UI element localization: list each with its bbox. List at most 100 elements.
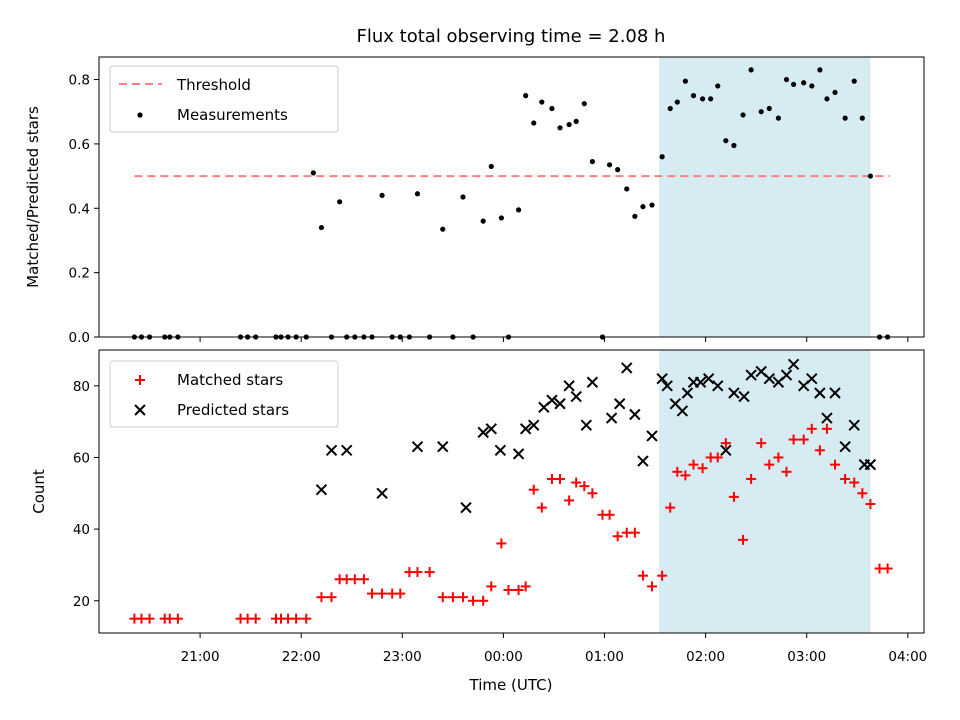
matched-point bbox=[366, 588, 377, 599]
legend-predicted-label: Predicted stars bbox=[177, 401, 289, 419]
predicted-point bbox=[728, 387, 740, 399]
measurement-point bbox=[674, 99, 680, 105]
matched-point bbox=[637, 570, 648, 581]
predicted-point bbox=[763, 372, 776, 385]
predicted-point bbox=[546, 394, 558, 406]
count-axes-frame bbox=[98, 349, 925, 634]
measurement-point bbox=[337, 199, 343, 205]
predicted-point bbox=[477, 426, 489, 439]
predicted-point bbox=[829, 387, 841, 399]
ratio-panel: 0.00.20.40.60.8 Matched/Predicted stars … bbox=[24, 56, 925, 346]
legend-measurements-label: Measurements bbox=[177, 106, 288, 124]
matched-point bbox=[291, 613, 302, 624]
measurement-point bbox=[723, 138, 729, 144]
measurement-point bbox=[659, 154, 665, 160]
measurement-point bbox=[690, 93, 697, 99]
predicted-point bbox=[814, 387, 826, 399]
predicted-point bbox=[848, 419, 860, 431]
matched-point bbox=[349, 574, 360, 585]
measurement-point bbox=[624, 186, 630, 192]
matched-point bbox=[571, 477, 582, 488]
matched-point bbox=[496, 538, 507, 549]
predicted-point bbox=[460, 501, 472, 514]
count-y-axis-label: Count bbox=[30, 469, 48, 514]
measurement-point bbox=[523, 93, 529, 99]
matched-point bbox=[840, 473, 851, 484]
matched-point bbox=[326, 592, 337, 603]
matched-point bbox=[647, 581, 658, 592]
ratio-legend-box bbox=[109, 65, 339, 133]
matched-point bbox=[781, 466, 792, 477]
measurement-point bbox=[498, 215, 504, 221]
matched-point bbox=[821, 423, 832, 434]
count-x-tick-label: 03:00 bbox=[787, 649, 826, 665]
count-x-ticks: 21:00 22:00 23:00 00:00 01:00 02:00 03:00 04:00 bbox=[181, 633, 927, 665]
predicted-point bbox=[694, 376, 707, 388]
count-y-tick-label: 80 bbox=[73, 379, 90, 395]
measurement-point bbox=[851, 78, 857, 84]
matched-point bbox=[697, 463, 708, 474]
matched-point bbox=[612, 531, 623, 542]
matched-point bbox=[528, 484, 539, 495]
count-y-tick-label: 40 bbox=[73, 522, 90, 538]
measurement-point bbox=[649, 202, 655, 208]
matched-point bbox=[806, 423, 817, 434]
legend-threshold-label: Threshold bbox=[176, 76, 251, 94]
predicted-point bbox=[580, 419, 593, 431]
matched-point bbox=[720, 438, 731, 449]
matched-point bbox=[814, 445, 825, 456]
matched-point bbox=[756, 438, 767, 449]
matched-point bbox=[798, 434, 809, 445]
measurement-point bbox=[549, 105, 555, 112]
measurement-points bbox=[131, 67, 891, 340]
legend-matched-swatch bbox=[135, 375, 145, 385]
predicted-points bbox=[315, 358, 877, 514]
measurement-point bbox=[731, 142, 737, 149]
measurement-point bbox=[801, 80, 807, 86]
matched-point bbox=[738, 534, 749, 545]
ratio-axes-frame bbox=[98, 56, 925, 338]
measurement-point bbox=[809, 83, 815, 89]
predicted-point bbox=[702, 372, 715, 385]
matched-point bbox=[764, 459, 775, 470]
predicted-point bbox=[621, 362, 633, 374]
legend-plus-marker bbox=[135, 375, 145, 385]
matched-point bbox=[520, 581, 531, 592]
measurement-point bbox=[790, 81, 797, 87]
predicted-point bbox=[340, 444, 353, 457]
measurement-point bbox=[842, 115, 848, 121]
measurement-point bbox=[310, 170, 316, 176]
measurement-point bbox=[699, 96, 706, 102]
matched-point bbox=[564, 495, 575, 506]
predicted-point bbox=[839, 441, 851, 453]
measurement-point bbox=[488, 163, 494, 170]
matched-point bbox=[555, 473, 566, 484]
measurement-point bbox=[859, 115, 865, 121]
predicted-point bbox=[712, 380, 724, 392]
matched-points bbox=[129, 423, 893, 624]
predicted-point bbox=[605, 412, 618, 424]
count-y-tick-label: 20 bbox=[73, 594, 90, 610]
measurement-point bbox=[589, 158, 595, 165]
ratio-legend: Threshold Measurements bbox=[109, 65, 339, 133]
matched-point bbox=[172, 613, 183, 624]
count-x-tick-label: 22:00 bbox=[282, 649, 321, 665]
ratio-y-axis-label: Matched/Predicted stars bbox=[24, 106, 42, 288]
matched-point bbox=[424, 567, 435, 578]
count-x-tick-label: 02:00 bbox=[686, 649, 725, 665]
ratio-y-tick-label: 0.6 bbox=[69, 137, 90, 153]
matched-point bbox=[830, 459, 841, 470]
ratio-y-ticks: 0.0 0.2 0.4 0.6 0.8 bbox=[69, 73, 99, 346]
predicted-point bbox=[720, 444, 732, 457]
chart-title: Flux total observing time = 2.08 h bbox=[357, 26, 666, 47]
count-x-tick-label: 04:00 bbox=[888, 649, 927, 665]
measurement-point bbox=[379, 192, 385, 198]
matched-point bbox=[579, 481, 590, 492]
ratio-y-tick-label: 0.8 bbox=[69, 73, 90, 89]
predicted-point bbox=[806, 372, 818, 385]
measurement-point bbox=[318, 224, 325, 231]
measurement-point bbox=[682, 78, 688, 84]
ratio-y-tick-label: 0.2 bbox=[69, 266, 90, 282]
predicted-point bbox=[613, 398, 626, 410]
predicted-point bbox=[656, 372, 668, 385]
